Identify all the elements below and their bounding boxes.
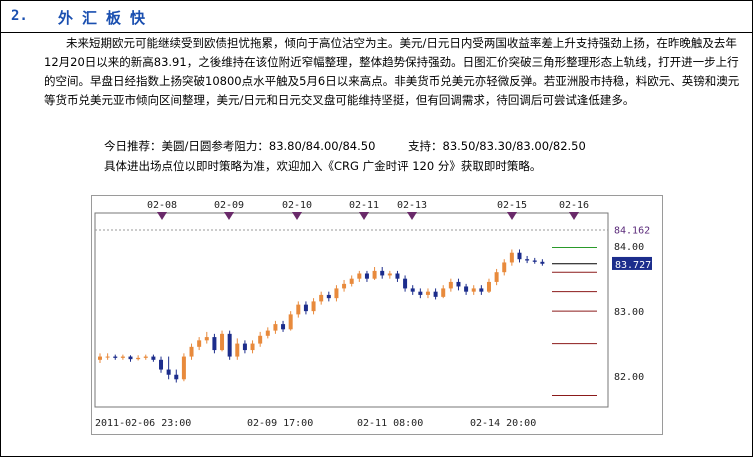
candle-body — [441, 288, 446, 297]
section-number: 2. — [11, 8, 28, 24]
analysis-paragraph: 未来短期欧元可能继续受到欧债担忧拖累，倾向于高位沽空为主。美元/日元日内受两国收… — [44, 34, 744, 110]
date-marker-icon — [359, 212, 369, 220]
analysis-text: 未来短期欧元可能继续受到欧债担忧拖累，倾向于高位沽空为主。美元/日元日内受两国收… — [44, 36, 740, 107]
candle-body — [502, 262, 507, 273]
top-date-label: 02-16 — [559, 200, 589, 211]
candle-body — [364, 273, 369, 279]
candle-body — [303, 304, 308, 312]
candle-body — [433, 291, 438, 297]
strategy-note: 具体进出场点位以即时策略为准，欢迎加入《CRG 广金时评 120 分》获取即时策… — [104, 159, 542, 173]
candle-body — [265, 330, 270, 336]
top-date-label: 02-11 — [349, 200, 379, 211]
candle-body — [425, 291, 430, 295]
x-tick-label: 02-11 08:00 — [357, 418, 423, 429]
candle-body — [372, 270, 377, 279]
date-marker-icon — [569, 212, 579, 220]
candle-body — [387, 273, 392, 276]
last-price-box — [612, 256, 652, 270]
section-title: 外汇板快 — [58, 9, 155, 27]
candle-body — [197, 340, 202, 347]
candle-body — [174, 374, 179, 380]
y-tick-label: 83.00 — [614, 307, 644, 318]
candle-body — [288, 314, 293, 330]
x-tick-label: 02-14 20:00 — [470, 418, 536, 429]
date-marker-icon — [224, 212, 234, 220]
candle-body — [235, 343, 240, 357]
date-marker-icon — [407, 212, 417, 220]
candle-body — [159, 359, 164, 370]
date-marker-icon — [157, 212, 167, 220]
y-tick-label: 84.00 — [614, 242, 644, 253]
candle-body — [98, 356, 102, 360]
candle-body — [479, 288, 484, 292]
plot-border — [94, 212, 609, 408]
candle-body — [349, 278, 354, 284]
candle-body — [486, 281, 491, 292]
top-date-label: 02-09 — [214, 200, 244, 211]
candle-body — [311, 301, 316, 312]
candle-body — [220, 333, 225, 351]
candle-body — [509, 252, 514, 263]
top-date-label: 02-10 — [282, 200, 312, 211]
date-marker-icon — [507, 212, 517, 220]
candle-body — [258, 335, 263, 344]
last-price-label: 83.727 — [615, 260, 651, 271]
candle-body — [471, 288, 476, 292]
candle-body — [418, 291, 423, 295]
candle-body — [128, 356, 133, 360]
x-tick-label: 02-09 17:00 — [247, 418, 313, 429]
candle-body — [357, 273, 362, 279]
candle-body — [227, 333, 232, 357]
top-date-label: 02-15 — [497, 200, 527, 211]
candle-body — [212, 337, 217, 351]
candle-body — [532, 260, 537, 262]
candle-body — [281, 324, 286, 330]
usdjpy-chart: 02-08 02-09 02-10 02-11 02-13 02-15 02-16 84.00… — [91, 195, 663, 435]
candle-body — [326, 294, 331, 299]
candle-body — [242, 343, 247, 351]
candle-body — [380, 270, 385, 276]
candle-body — [136, 357, 141, 360]
candle-body — [319, 294, 324, 302]
candle-body — [273, 324, 278, 331]
candle-body — [296, 304, 301, 315]
candle-body — [395, 273, 400, 279]
candle-body — [525, 259, 530, 261]
top-date-label: 02-13 — [397, 200, 427, 211]
candle-body — [403, 278, 408, 289]
candle-body — [250, 343, 255, 351]
candle-body — [464, 286, 469, 292]
date-marker-icon — [292, 212, 302, 220]
candle-body — [456, 281, 461, 287]
recommend-resistance: 今日推荐：美圆/日圆参考阻力：83.80/84.00/84.50 — [104, 139, 376, 153]
candle-body — [143, 356, 148, 358]
y-tick-label: 82.00 — [614, 372, 644, 383]
candle-body — [342, 283, 347, 289]
candle-body — [166, 369, 171, 375]
chart-svg: 02-08 02-09 02-10 02-11 02-13 02-15 02-16 84.00… — [94, 200, 652, 429]
candle-body — [334, 288, 339, 299]
x-tick-label: 2011-02-06 23:00 — [95, 418, 191, 429]
candle-body — [494, 272, 499, 282]
top-date-label: 02-08 — [147, 200, 177, 211]
recommend-support: 支持：83.50/83.30/83.00/82.50 — [408, 139, 586, 153]
candle-body — [151, 356, 156, 360]
candle-body — [105, 356, 110, 358]
candle-body — [540, 261, 545, 264]
candle-body — [517, 252, 522, 260]
candle-body — [448, 281, 453, 289]
candle-body — [204, 337, 209, 341]
high-value-label: 84.162 — [614, 226, 650, 237]
candle-body — [113, 356, 118, 358]
candle-body — [120, 356, 125, 358]
section-header: 2. 外汇板快 — [1, 1, 752, 33]
candle-body — [410, 288, 415, 292]
candle-body — [189, 346, 194, 357]
candle-body — [181, 356, 186, 380]
